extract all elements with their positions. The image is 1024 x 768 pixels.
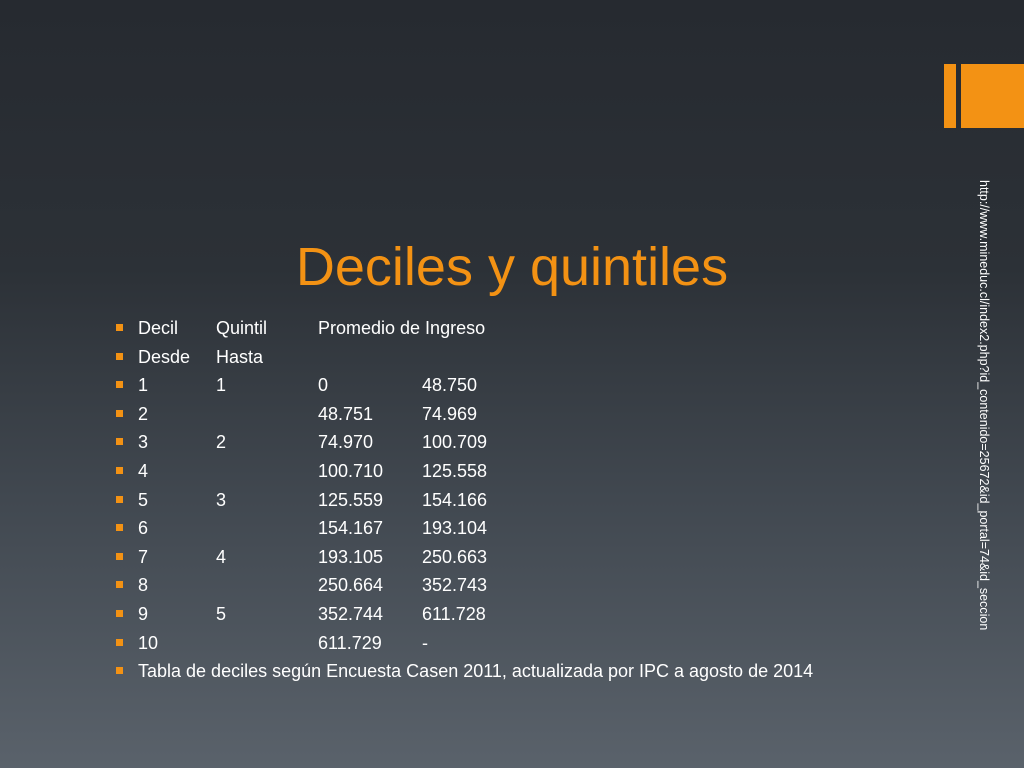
desde-value: 125.559	[318, 489, 384, 510]
bullet-icon	[116, 409, 123, 417]
hasta-value: 193.104	[422, 518, 488, 539]
hasta-value: 100.709	[422, 432, 488, 453]
hasta-value: 352.743	[422, 575, 488, 596]
desde-value: 250.664	[318, 575, 384, 596]
logo-mark	[944, 64, 1024, 128]
subheader-hasta: Hasta	[216, 346, 264, 367]
desde-value: 74.970	[318, 432, 374, 453]
hasta-value: 611.728	[422, 603, 486, 624]
footnote: Tabla de deciles según Encuesta Casen 20…	[138, 661, 814, 682]
subheader-desde: Desde	[138, 346, 191, 367]
quintil-value: 4	[216, 546, 227, 567]
quintil-value: 1	[216, 375, 227, 396]
header-quintil: Quintil	[216, 318, 268, 338]
hasta-value: 48.750	[422, 375, 478, 396]
decil-value: 5	[138, 489, 149, 510]
header-promedio: Promedio de Ingreso	[318, 318, 486, 338]
bullet-icon	[116, 638, 123, 646]
slide-title: Deciles y quintiles	[295, 237, 729, 297]
bullet-icon	[116, 352, 123, 360]
bullet-icon	[116, 324, 123, 331]
decil-value: 6	[138, 518, 149, 539]
bullet-icon	[116, 552, 123, 560]
desde-value: 48.751	[318, 403, 374, 424]
desde-value: 0	[318, 375, 329, 396]
quintil-value: 3	[216, 489, 227, 510]
bullet-icon	[116, 667, 123, 675]
hasta-value: 250.663	[422, 546, 488, 567]
hasta-value: 154.166	[422, 489, 488, 510]
bullet-icon	[116, 581, 123, 589]
quintil-value: 5	[216, 603, 227, 624]
decil-value: 2	[138, 403, 149, 424]
desde-value: 611.729	[318, 632, 382, 653]
decil-value: 7	[138, 546, 149, 567]
decil-value: 4	[138, 460, 149, 481]
bullet-icon	[116, 381, 123, 389]
bullet-icon	[116, 438, 123, 446]
logo-block	[961, 64, 1024, 128]
decil-value: 10	[138, 632, 159, 653]
decil-value: 3	[138, 432, 149, 453]
bullet-icon	[116, 609, 123, 617]
desde-value: 352.744	[318, 603, 384, 624]
desde-value: 154.167	[318, 518, 384, 539]
bullet-icon	[116, 466, 123, 474]
decil-value: 9	[138, 603, 149, 624]
desde-value: 193.105	[318, 546, 384, 567]
source-url: http://www.mineduc.cl/index2.php?id_cont…	[977, 180, 991, 630]
bullet-icon	[116, 524, 123, 532]
header-decil: Decil	[138, 318, 179, 338]
desde-value: 100.710	[318, 460, 384, 481]
decil-value: 1	[138, 375, 149, 396]
hasta-value: -	[422, 632, 428, 653]
hasta-value: 74.969	[422, 403, 478, 424]
hasta-value: 125.558	[422, 460, 488, 481]
logo-bar	[944, 64, 956, 128]
quintil-value: 2	[216, 432, 227, 453]
bullet-icon	[116, 495, 123, 503]
decil-value: 8	[138, 575, 149, 596]
